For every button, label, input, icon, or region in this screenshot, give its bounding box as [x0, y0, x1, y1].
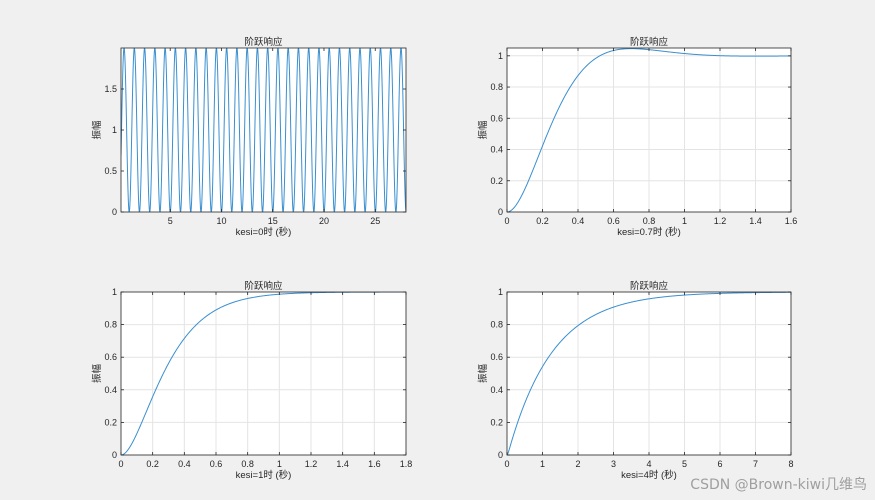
y-tick-label: 0.8 [490, 82, 503, 92]
subplot-3: 0 0.2 0.4 0.6 0.8 1 1.2 1.4 1.6 1.8 0 0.2 0.4 0.6 0.8 1… [91, 280, 412, 481]
x-tick-label: 0.4 [572, 216, 585, 226]
y-tick-label: 0.4 [490, 145, 503, 155]
x-tick-label: 15 [268, 216, 278, 226]
y-tick-label: 0.8 [104, 320, 117, 330]
x-axis-label: kesi=1时 (秒) [236, 469, 292, 481]
y-tick-label: 0.6 [490, 352, 503, 362]
y-tick-label: 0 [498, 207, 503, 217]
x-tick-label: 1.2 [305, 459, 318, 469]
x-tick-label: 1.8 [400, 459, 413, 469]
x-tick-label: 0 [504, 216, 509, 226]
y-tick-label: 0.4 [490, 385, 503, 395]
x-tick-label: 8 [788, 459, 793, 469]
y-tick-label: 0 [112, 450, 117, 460]
x-tick-label: 7 [753, 459, 758, 469]
y-tick-label: 1 [498, 287, 503, 297]
watermark: CSDN @Brown-kiwi几维鸟 [690, 477, 867, 493]
x-axis-label: kesi=0时 (秒) [236, 226, 292, 238]
y-tick-label: 0 [498, 450, 503, 460]
y-tick-label: 1 [112, 125, 117, 135]
y-axis-label: 振幅 [477, 120, 489, 140]
x-tick-label: 4 [646, 459, 651, 469]
y-tick-label: 0.2 [490, 417, 503, 427]
x-tick-label: 0.2 [536, 216, 549, 226]
x-tick-label: 0 [504, 459, 509, 469]
x-tick-label: 10 [216, 216, 226, 226]
chart-title: 阶跃响应 [244, 36, 283, 48]
x-tick-label: 1.2 [714, 216, 727, 226]
y-tick-label: 1.5 [104, 84, 117, 94]
x-tick-label: 0.8 [643, 216, 656, 226]
x-tick-label: 0 [118, 459, 123, 469]
axes-box [120, 291, 407, 456]
x-tick-label: 0.6 [210, 459, 223, 469]
y-tick-label: 0.2 [490, 176, 503, 186]
x-tick-label: 0.2 [146, 459, 159, 469]
x-axis-label: kesi=0.7时 (秒) [617, 226, 681, 238]
y-tick-label: 0.5 [104, 166, 117, 176]
subplot-4: 0 1 2 3 4 5 6 7 8 0 0.2 0.4 0.6 0.8 1 阶跃响应 kesi=4时 (秒) 振幅 [477, 280, 794, 481]
x-tick-label: 3 [611, 459, 616, 469]
y-tick-label: 0 [112, 207, 117, 217]
y-axis-label: 振幅 [91, 364, 103, 384]
y-tick-label: 1 [112, 287, 117, 297]
x-tick-label: 2 [575, 459, 580, 469]
y-tick-label: 0.6 [490, 113, 503, 123]
x-tick-label: 0.6 [607, 216, 620, 226]
subplot-2: 0 0.2 0.4 0.6 0.8 1 1.2 1.4 1.6 0 0.2 0.4 0.6 0.8 1 阶跃响… [477, 36, 797, 238]
chart-title: 阶跃响应 [244, 280, 283, 292]
x-tick-label: 1 [277, 459, 282, 469]
x-tick-label: 25 [370, 216, 380, 226]
series-line [121, 48, 406, 212]
x-tick-label: 1.6 [368, 459, 381, 469]
x-tick-label: 20 [319, 216, 329, 226]
subplot-1: 5 10 15 20 25 0 0.5 1 1.5 阶跃响应 kesi=0时 (秒) 振幅 [91, 36, 407, 238]
x-tick-label: 1.4 [749, 216, 762, 226]
x-tick-label: 6 [717, 459, 722, 469]
x-tick-label: 1 [682, 216, 687, 226]
y-tick-label: 0.6 [104, 352, 117, 362]
x-tick-label: 0.8 [241, 459, 254, 469]
x-tick-label: 1.4 [336, 459, 349, 469]
y-tick-label: 0.4 [104, 385, 117, 395]
x-tick-label: 1.6 [785, 216, 798, 226]
x-axis-label: kesi=4时 (秒) [621, 469, 677, 481]
plot-area [121, 292, 406, 455]
y-tick-label: 0.2 [104, 417, 117, 427]
x-tick-label: 1 [540, 459, 545, 469]
y-tick-label: 1 [498, 51, 503, 61]
x-tick-label: 0.4 [178, 459, 191, 469]
x-tick-label: 5 [168, 216, 173, 226]
y-axis-label: 振幅 [477, 364, 489, 384]
y-tick-label: 0.8 [490, 320, 503, 330]
y-axis-label: 振幅 [91, 120, 103, 140]
chart-title: 阶跃响应 [630, 280, 669, 292]
series-line [507, 292, 791, 455]
chart-title: 阶跃响应 [630, 36, 669, 48]
x-tick-label: 5 [682, 459, 687, 469]
